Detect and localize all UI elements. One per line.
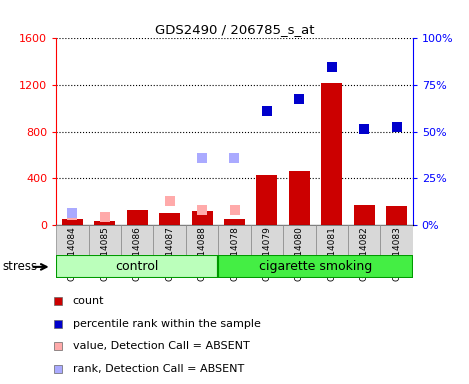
Text: GSM114079: GSM114079: [262, 227, 272, 281]
Text: GSM114088: GSM114088: [197, 227, 207, 281]
Text: cigarette smoking: cigarette smoking: [259, 260, 372, 273]
Bar: [159, 213, 180, 225]
Bar: [94, 221, 115, 225]
Title: GDS2490 / 206785_s_at: GDS2490 / 206785_s_at: [155, 23, 314, 36]
Text: GSM114082: GSM114082: [360, 227, 369, 281]
Bar: [218, 225, 251, 261]
Bar: [62, 219, 83, 225]
Text: control: control: [115, 260, 159, 273]
Bar: [283, 225, 316, 261]
Bar: [251, 225, 283, 261]
Bar: [348, 225, 380, 261]
Text: value, Detection Call = ABSENT: value, Detection Call = ABSENT: [73, 341, 249, 351]
Text: percentile rank within the sample: percentile rank within the sample: [73, 319, 260, 329]
Bar: [316, 225, 348, 261]
Bar: [321, 83, 342, 225]
Text: GSM114080: GSM114080: [295, 227, 304, 281]
Text: GSM114086: GSM114086: [133, 227, 142, 281]
Bar: [56, 225, 89, 261]
Bar: [218, 255, 413, 278]
Bar: [127, 210, 148, 225]
Bar: [191, 211, 212, 225]
Text: GSM114085: GSM114085: [100, 227, 109, 281]
Bar: [56, 255, 218, 278]
Text: GSM114081: GSM114081: [327, 227, 336, 281]
Text: stress: stress: [2, 260, 38, 273]
Bar: [380, 225, 413, 261]
Bar: [257, 175, 278, 225]
Text: GSM114084: GSM114084: [68, 227, 77, 281]
Bar: [89, 225, 121, 261]
Text: rank, Detection Call = ABSENT: rank, Detection Call = ABSENT: [73, 364, 244, 374]
Bar: [354, 205, 375, 225]
Bar: [153, 225, 186, 261]
Text: count: count: [73, 296, 104, 306]
Bar: [186, 225, 218, 261]
Text: GSM114078: GSM114078: [230, 227, 239, 281]
Bar: [386, 206, 407, 225]
Text: GSM114087: GSM114087: [165, 227, 174, 281]
Bar: [121, 225, 153, 261]
Bar: [289, 171, 310, 225]
Text: GSM114083: GSM114083: [392, 227, 401, 281]
Bar: [224, 219, 245, 225]
